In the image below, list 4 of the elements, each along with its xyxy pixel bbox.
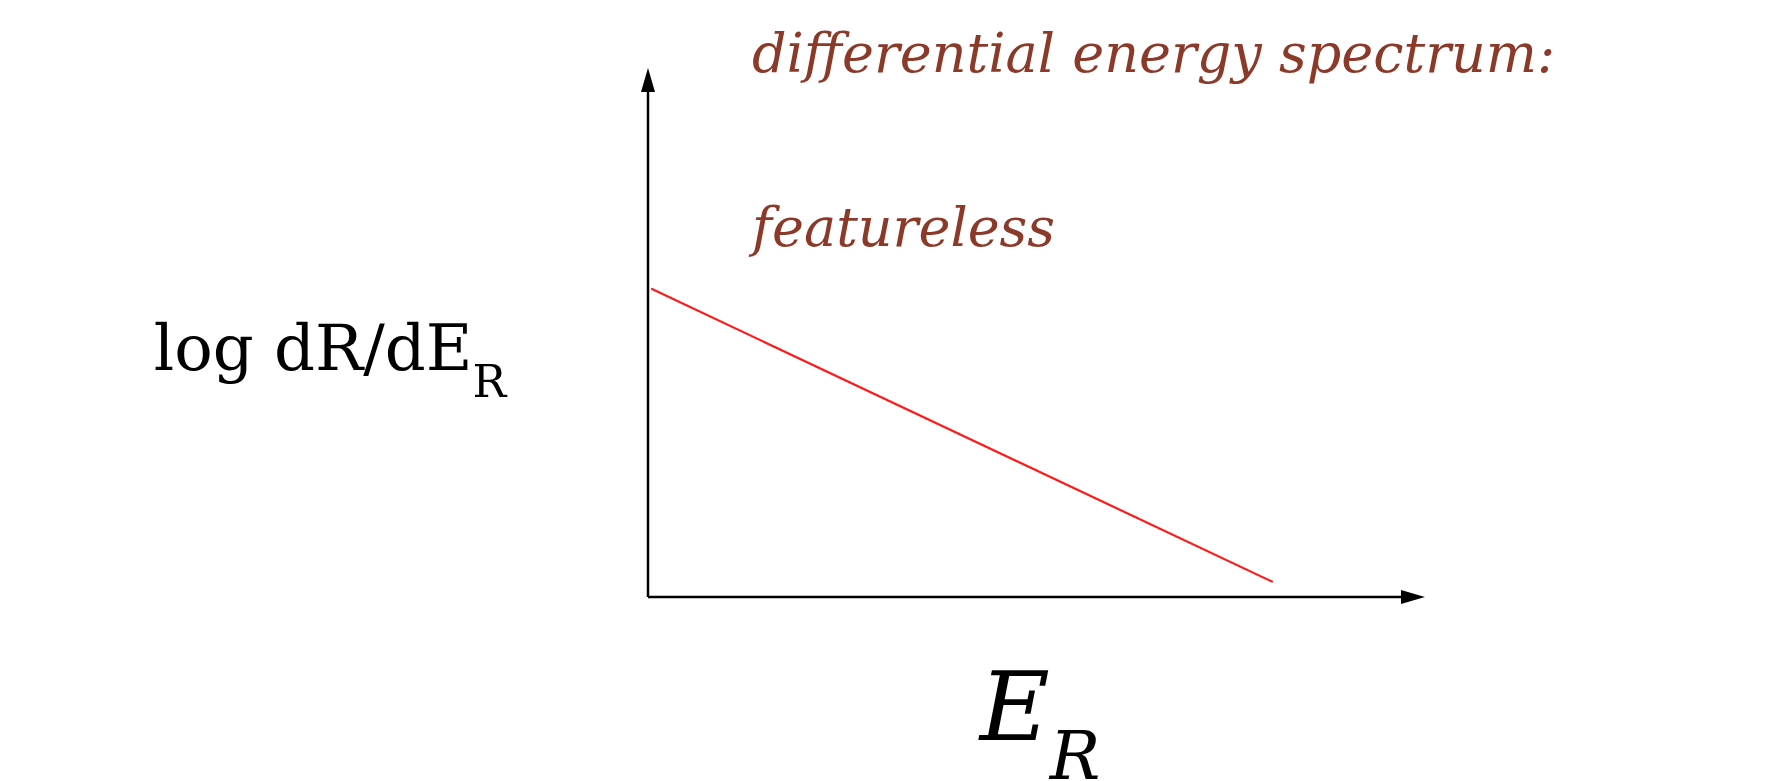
x-axis-title: E$_{R}$ [977,651,1101,781]
y-axis-title: log dR/dE$_{R}$ [153,311,508,408]
chart-subtitle: featureless [748,196,1056,259]
chart-title: differential energy spectrum: [752,22,1556,85]
